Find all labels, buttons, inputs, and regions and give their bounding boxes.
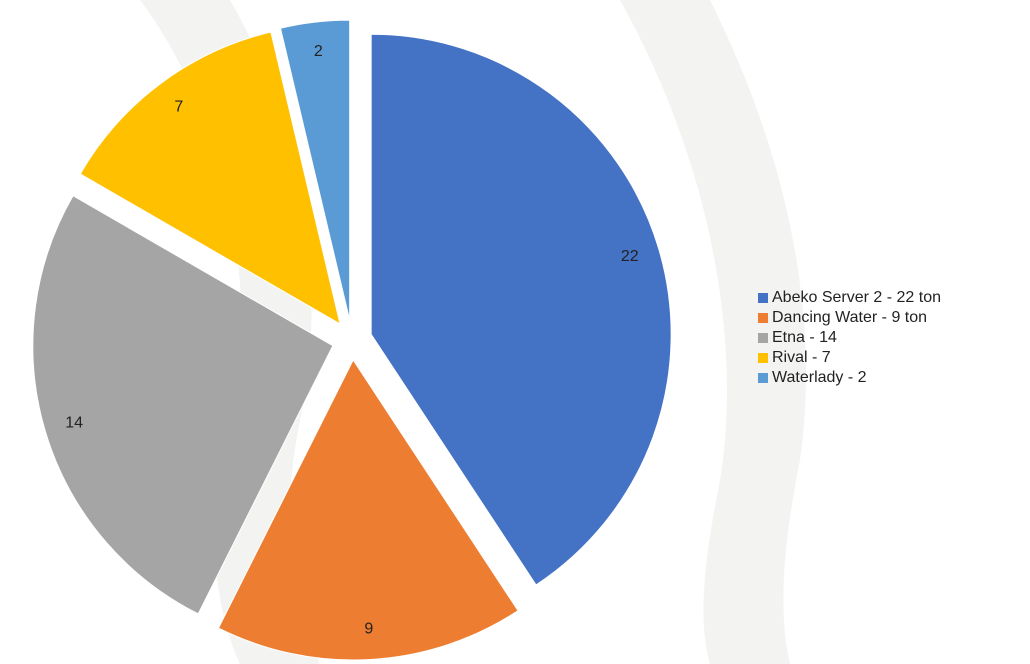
legend-swatch (758, 313, 768, 323)
legend-swatch (758, 373, 768, 383)
data-label: 7 (174, 99, 183, 116)
legend-label: Rival - 7 (772, 349, 831, 366)
legend-swatch (758, 353, 768, 363)
pie-slice (217, 358, 519, 661)
pie-slice (32, 195, 334, 615)
legend-label: Dancing Water - 9 ton (772, 309, 927, 326)
legend-label: Etna - 14 (772, 329, 837, 346)
legend-swatch (758, 293, 768, 303)
legend: Abeko Server 2 - 22 ton Dancing Water - 9… (758, 289, 941, 386)
data-label: 2 (314, 43, 323, 60)
pie: 22 9 14 7 2 (32, 19, 672, 661)
data-label: 22 (621, 248, 639, 265)
background-decoration (620, 0, 806, 664)
pie-slice (279, 19, 351, 321)
data-label: 9 (364, 621, 373, 638)
legend-label: Abeko Server 2 - 22 ton (772, 289, 941, 306)
legend-label: Waterlady - 2 (772, 369, 867, 386)
pie-slice (79, 31, 341, 325)
pie-slice (370, 33, 672, 586)
legend-swatch (758, 333, 768, 343)
data-label: 14 (65, 414, 83, 431)
